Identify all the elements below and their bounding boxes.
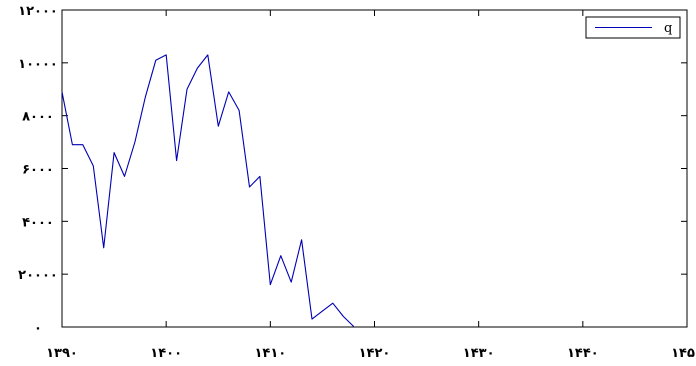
series-layer (61, 54, 355, 327)
y-tick-label: ۴۰۰۰ (22, 215, 54, 230)
legend: q (585, 16, 681, 39)
series-line-q (61, 54, 355, 327)
x-tick-label: ۱۳۹۰ (46, 346, 78, 361)
plot-area-frame (61, 9, 688, 328)
y-tick-label: ۸۰۰۰ (22, 110, 54, 125)
x-tick-label: ۱۴۱۰ (254, 346, 286, 361)
x-tick-label: ۱۴۰۰ (150, 346, 182, 361)
x-tick-label: ۱۴۲۰ (359, 346, 391, 361)
y-tick-label: ۰ (34, 321, 42, 336)
y-tick-label: ۱۰۰۰۰ (18, 57, 58, 72)
y-tick-label: ۶۰۰۰ (22, 163, 54, 178)
x-tick-label: ۱۴۳۰ (463, 346, 495, 361)
y-axis-ticks: ۰ ۲۰۰۰۰ ۴۰۰۰ ۶۰۰۰ ۸۰۰۰ ۱۰۰۰۰ ۱۲۰۰۰ (18, 4, 687, 336)
y-tick-label: ۱۲۰۰۰ (18, 4, 58, 19)
y-tick-label: ۲۰۰۰۰ (18, 268, 58, 283)
legend-label-q: q (664, 21, 672, 36)
x-tick-label: ۱۴۴۰ (567, 346, 599, 361)
